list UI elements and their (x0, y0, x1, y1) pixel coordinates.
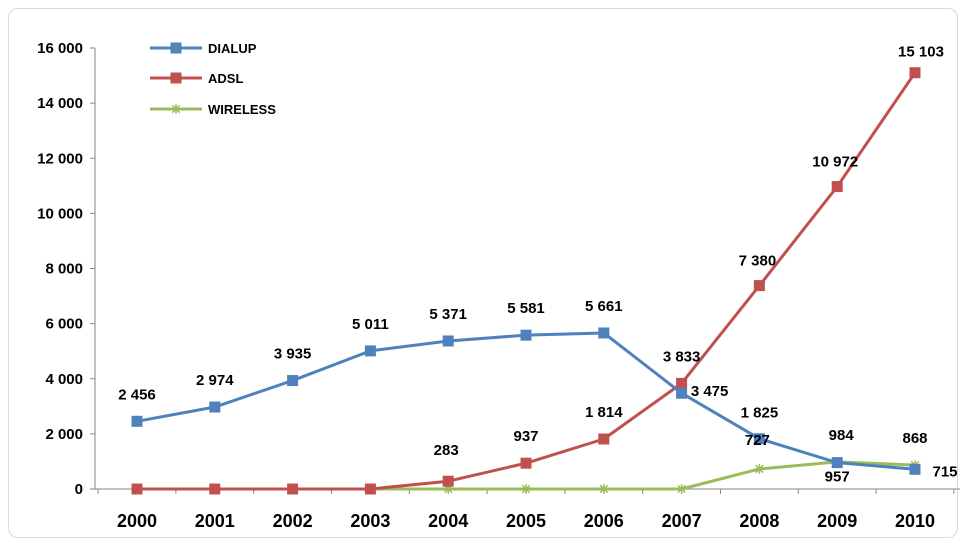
data-label: 3 935 (274, 346, 312, 363)
y-tick-label: 4 000 (45, 371, 83, 388)
data-label: 727 (745, 432, 770, 449)
data-label: 3 475 (691, 383, 729, 400)
point-marker (520, 457, 532, 469)
legend-item-dialup: DIALUP (150, 41, 257, 56)
data-label: 5 371 (429, 306, 467, 323)
point-marker (831, 457, 843, 469)
star-stroke (755, 464, 764, 474)
x-tick-label: 2009 (817, 511, 857, 531)
point-marker (598, 433, 610, 445)
data-label: 715 (932, 463, 957, 480)
x-tick-label: 2008 (739, 511, 779, 531)
star-stroke (599, 484, 609, 494)
data-label: 1 814 (585, 404, 623, 421)
y-tick-label: 10 000 (37, 205, 83, 222)
data-label: 5 661 (585, 298, 623, 315)
point-marker (598, 327, 610, 339)
point-marker (442, 335, 454, 347)
point-marker (131, 415, 143, 427)
star-point-marker (521, 484, 531, 494)
data-label: 3 833 (663, 348, 701, 365)
point-marker (287, 375, 299, 387)
series-lines (136, 71, 917, 491)
y-tick-label: 2 000 (45, 426, 83, 443)
x-tick-label: 2010 (895, 511, 935, 531)
point-marker (831, 181, 843, 193)
x-tick-label: 2001 (195, 511, 235, 531)
data-label: 984 (829, 427, 855, 444)
point-marker (442, 475, 454, 487)
data-label: 15 103 (898, 44, 944, 61)
point-marker (209, 483, 221, 495)
data-label: 937 (513, 428, 538, 445)
data-label: 5 581 (507, 300, 545, 317)
point-marker (520, 329, 532, 341)
y-tick-label: 14 000 (37, 95, 83, 112)
legend-label: DIALUP (208, 41, 257, 56)
legend-marker (170, 42, 182, 54)
point-marker (909, 67, 921, 79)
point-marker (753, 280, 765, 292)
y-tick-label: 12 000 (37, 150, 83, 167)
point-marker (364, 483, 376, 495)
data-label: 5 011 (352, 316, 389, 333)
data-label: 7 380 (739, 253, 777, 270)
x-tick-label: 2007 (662, 511, 702, 531)
legend-label: ADSL (208, 71, 243, 86)
legend-label: WIRELESS (208, 102, 276, 117)
x-tick-label: 2005 (506, 511, 546, 531)
legend-item-wireless: WIRELESS (150, 102, 276, 117)
series-line-dialup (136, 331, 916, 471)
series-line-adsl (137, 71, 917, 491)
star-point-marker (754, 463, 765, 474)
point-marker (131, 483, 143, 495)
x-tick-label: 2004 (428, 511, 468, 531)
legend-star-marker (171, 104, 181, 114)
point-marker (364, 345, 376, 357)
data-label: 2 974 (196, 372, 234, 389)
point-marker (753, 433, 765, 445)
point-marker (287, 483, 299, 495)
data-label: 10 972 (812, 154, 858, 171)
data-label: 868 (902, 430, 927, 447)
star-point-marker (598, 484, 609, 494)
y-tick-label: 6 000 (45, 316, 83, 333)
series-markers (131, 67, 921, 495)
legend-item-adsl: ADSL (150, 71, 243, 86)
point-marker (209, 401, 221, 413)
x-tick-label: 2002 (273, 511, 313, 531)
legend-marker (170, 72, 182, 84)
x-tick-label: 2006 (584, 511, 624, 531)
x-tick-label: 2003 (350, 511, 390, 531)
y-tick-label: 16 000 (37, 40, 83, 57)
data-label: 1 825 (741, 405, 779, 422)
point-marker (676, 387, 688, 399)
x-tick-label: 2000 (117, 511, 157, 531)
data-label: 957 (825, 469, 850, 486)
star-stroke (171, 104, 181, 114)
data-label: 2 456 (118, 386, 156, 403)
y-tick-label: 0 (75, 481, 83, 498)
legend: DIALUP ADSL WIRELESS (150, 41, 276, 117)
y-tick-label: 8 000 (45, 261, 83, 278)
point-marker (676, 377, 688, 389)
star-stroke (677, 484, 686, 494)
data-labels: 2 456 2 974 3 935 5 011 5 371 5 581 5 661 3 475… (118, 44, 957, 486)
star-point-marker (676, 484, 687, 494)
point-marker (909, 463, 921, 475)
data-label: 283 (434, 442, 459, 459)
star-stroke (521, 484, 531, 494)
